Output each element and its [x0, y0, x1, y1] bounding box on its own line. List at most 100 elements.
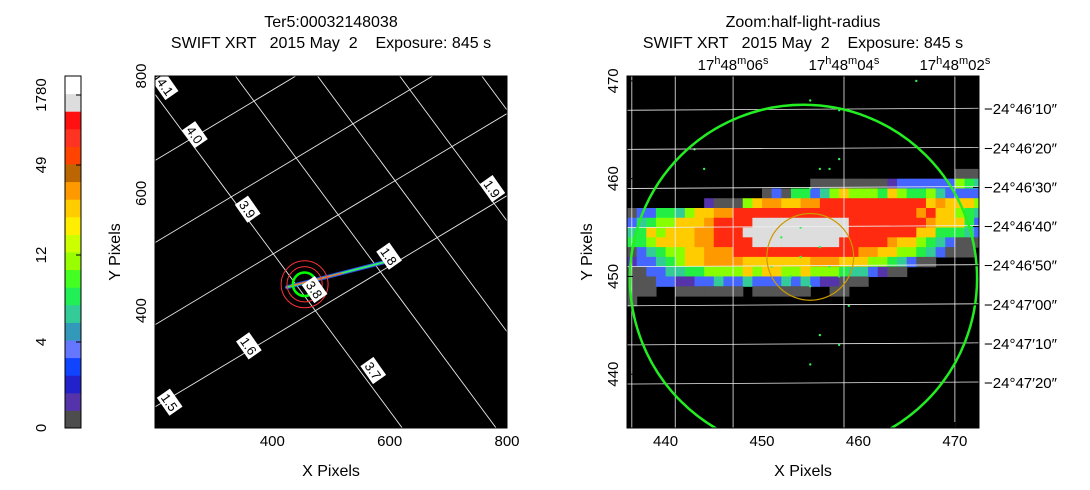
- pixel-cell: [810, 247, 821, 258]
- colorbar-swatch: [65, 252, 81, 271]
- pixel-cell: [858, 188, 869, 199]
- pixel-cell: [781, 286, 792, 297]
- pixel-cell: [790, 237, 802, 248]
- pixel-cell: [964, 227, 975, 238]
- dec-tick-label: −24°46′10″: [984, 101, 1058, 118]
- pixel-cell: [877, 256, 888, 268]
- pixel-cell: [684, 266, 696, 278]
- pixel-cell: [887, 256, 898, 268]
- grid-label-box: [376, 242, 402, 270]
- pixel-cell: [916, 217, 927, 229]
- colorbar-tick-label: 0: [33, 424, 50, 432]
- pixel-cell: [694, 266, 705, 278]
- y-tick-label: 460: [605, 166, 622, 191]
- pixel-cell: [781, 208, 792, 219]
- pixel-cell: [906, 198, 917, 209]
- pixel-cell: [897, 208, 908, 219]
- pixel-cell: [810, 237, 821, 248]
- pixel-cell: [723, 198, 734, 209]
- pixel-cell: [887, 188, 898, 199]
- pixel-cell: [916, 208, 927, 219]
- x-tick-label: 800: [494, 433, 519, 450]
- x-tick-label: 400: [260, 433, 285, 450]
- pixel-cell: [887, 237, 898, 248]
- pixel-cell: [713, 217, 725, 229]
- pixel-cell: [752, 256, 763, 268]
- pixel-cell: [916, 188, 927, 199]
- pixel-cell: [829, 198, 840, 209]
- left-x-axis-title: X Pixels: [302, 463, 360, 480]
- pixel-cell: [1013, 169, 1023, 179]
- right-pixel-map: [627, 168, 1032, 307]
- pixel-cell: [993, 169, 1003, 179]
- pixel-cell: [781, 266, 792, 278]
- colorbar-swatch: [65, 234, 81, 253]
- pixel-cell: [675, 276, 686, 287]
- pixel-cell: [964, 198, 975, 209]
- pixel-cell: [781, 247, 792, 258]
- pixel-cell: [752, 208, 763, 219]
- pixel-cell: [916, 178, 927, 190]
- pixel-cell: [742, 208, 753, 219]
- pixel-cell: [945, 188, 956, 199]
- pixel-cell: [848, 256, 860, 268]
- event-dot: [837, 157, 841, 161]
- pixel-cell: [704, 247, 715, 258]
- pixel-cell: [684, 208, 696, 219]
- pixel-cell: [974, 178, 979, 190]
- pixel-cell: [925, 247, 937, 258]
- pixel-cell: [781, 198, 792, 209]
- pixel-cell: [1022, 169, 1032, 179]
- grid-line: [126, 0, 537, 14]
- pixel-cell: [906, 227, 917, 238]
- pixel-cell: [771, 227, 782, 238]
- colorbar-swatch: [65, 146, 81, 165]
- pixel-cell: [935, 247, 946, 258]
- pixel-cell: [819, 178, 831, 190]
- pixel-cell: [723, 217, 734, 229]
- pixel-cell: [655, 208, 667, 219]
- pixel-cell: [819, 237, 831, 248]
- pixel-cell: [925, 237, 937, 248]
- grid-line: [155, 76, 434, 244]
- pixel-cell: [829, 178, 840, 190]
- x-tick-label: 450: [749, 433, 774, 450]
- left-image-frame: [154, 75, 508, 429]
- colorbar-tick-label: 49: [33, 157, 50, 174]
- ra-tick-label: 17h48m02s: [919, 55, 990, 74]
- pixel-cell: [704, 286, 715, 297]
- pixel-cell: [675, 237, 686, 248]
- grid-line: [234, 76, 497, 428]
- pixel-cell: [790, 188, 802, 199]
- grid-label-text: 4.1: [154, 75, 177, 98]
- pixel-cell: [868, 266, 879, 278]
- pixel-cell: [781, 256, 792, 268]
- y-tick-label: 450: [605, 264, 622, 289]
- pixel-cell: [848, 217, 860, 229]
- pixel-cell: [800, 198, 811, 209]
- pixel-cell: [723, 208, 734, 219]
- pixel-cell: [984, 208, 994, 218]
- pixel-cell: [906, 237, 917, 248]
- pixel-cell: [665, 227, 676, 238]
- pixel-cell: [858, 178, 869, 190]
- pixel-cell: [752, 227, 763, 238]
- pixel-cell: [636, 227, 647, 238]
- pixel-cell: [771, 266, 782, 278]
- pixel-cell: [877, 247, 888, 258]
- ra-tick-label: 17h48m06s: [698, 55, 769, 74]
- right-subtitle: SWIFT XRT 2015 May 2 Exposure: 845 s: [643, 35, 963, 52]
- colorbar-swatch: [65, 322, 81, 341]
- pixel-cell: [954, 178, 966, 190]
- pixel-cell: [665, 208, 676, 219]
- pixel-cell: [848, 188, 860, 199]
- pixel-cell: [781, 276, 792, 287]
- x-tick-label: 600: [377, 433, 402, 450]
- pixel-cell: [762, 276, 773, 287]
- dec-grid-line: [627, 381, 979, 385]
- pixel-cell: [925, 227, 937, 238]
- pixel-cell: [887, 208, 898, 219]
- pixel-cell: [723, 256, 734, 268]
- pixel-cell: [636, 256, 647, 268]
